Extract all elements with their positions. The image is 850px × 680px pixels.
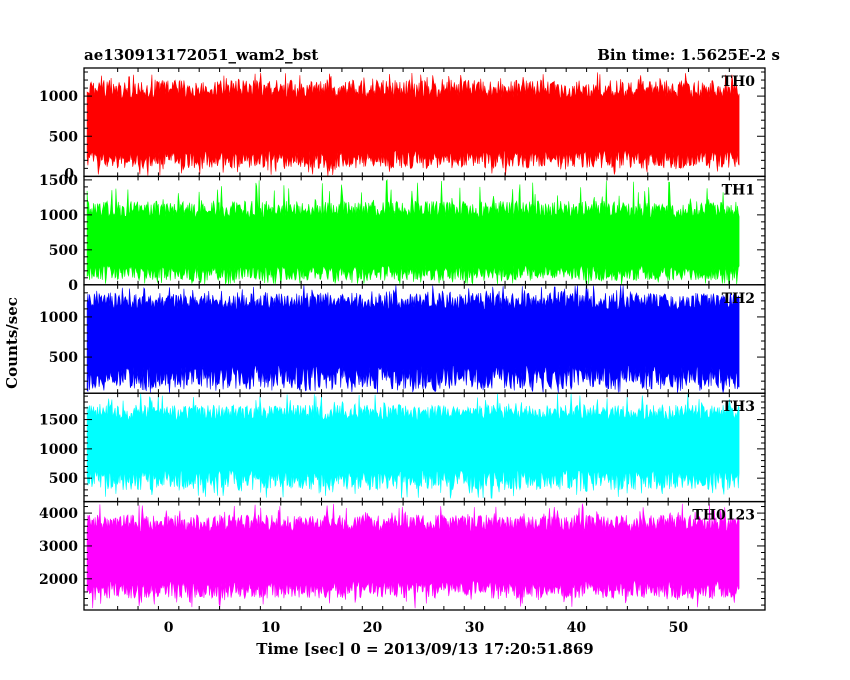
panel-label: TH1 <box>722 182 755 198</box>
panel-label: TH3 <box>722 399 755 415</box>
y-tick-label: 4000 <box>39 506 78 522</box>
panel-frame <box>83 500 766 611</box>
y-axis-label: Counts/sec <box>3 297 21 389</box>
chart-title: ae130913172051_wam2_bst <box>84 46 318 64</box>
panel-th0123: 2000 3000 4000 TH0123 <box>39 500 766 611</box>
panel-label: TH0123 <box>692 508 755 524</box>
y-tick-label: 1000 <box>39 208 78 224</box>
panel-label: TH0 <box>722 74 756 90</box>
series-th0123 <box>86 503 740 609</box>
y-tick-label: 1500 <box>39 413 78 429</box>
x-tick-label: 10 <box>261 620 281 636</box>
panel-th2: 500 1000 TH2 <box>39 284 766 394</box>
y-tick-label: 1000 <box>39 310 78 326</box>
bin-time-label: Bin time: 1.5625E-2 s <box>597 46 780 64</box>
series-th3 <box>86 393 740 499</box>
x-tick-label: 20 <box>363 620 383 636</box>
x-axis-label: Time [sec] 0 = 2013/09/13 17:20:51.869 <box>256 640 593 658</box>
y-tick-label: 1500 <box>39 173 78 189</box>
y-tick-label: 500 <box>49 350 78 366</box>
y-tick-label: 1000 <box>39 442 78 458</box>
panel-th0: 500 1000 0 TH0 <box>39 67 766 182</box>
y-tick-label: 3000 <box>39 539 78 555</box>
y-tick-label: 1000 <box>39 89 78 105</box>
y-tick-label: 500 <box>49 243 78 259</box>
series-th2 <box>86 284 740 394</box>
y-tick-label: 0 <box>68 278 78 294</box>
x-tick-label: 40 <box>567 620 587 636</box>
panel-th1: 0 500 1000 1500 TH1 <box>39 173 766 294</box>
series-th1 <box>86 178 740 285</box>
y-tick-label: 500 <box>49 471 78 487</box>
x-tick-label: 50 <box>669 620 689 636</box>
y-tick-label: 500 <box>49 129 78 145</box>
series-th0 <box>86 72 740 177</box>
x-tick-label: 30 <box>465 620 485 636</box>
panel-label: TH2 <box>722 291 755 307</box>
panel-th3: 500 1000 1500 TH3 <box>39 392 766 503</box>
y-tick-label: 0 <box>64 166 74 182</box>
y-tick-label: 2000 <box>39 572 78 588</box>
x-tick-labels: 0 10 20 30 40 50 <box>164 620 689 636</box>
x-tick-label: 0 <box>164 620 174 636</box>
panels: 50010000TH0050010001500TH15001000TH25001… <box>39 67 766 636</box>
